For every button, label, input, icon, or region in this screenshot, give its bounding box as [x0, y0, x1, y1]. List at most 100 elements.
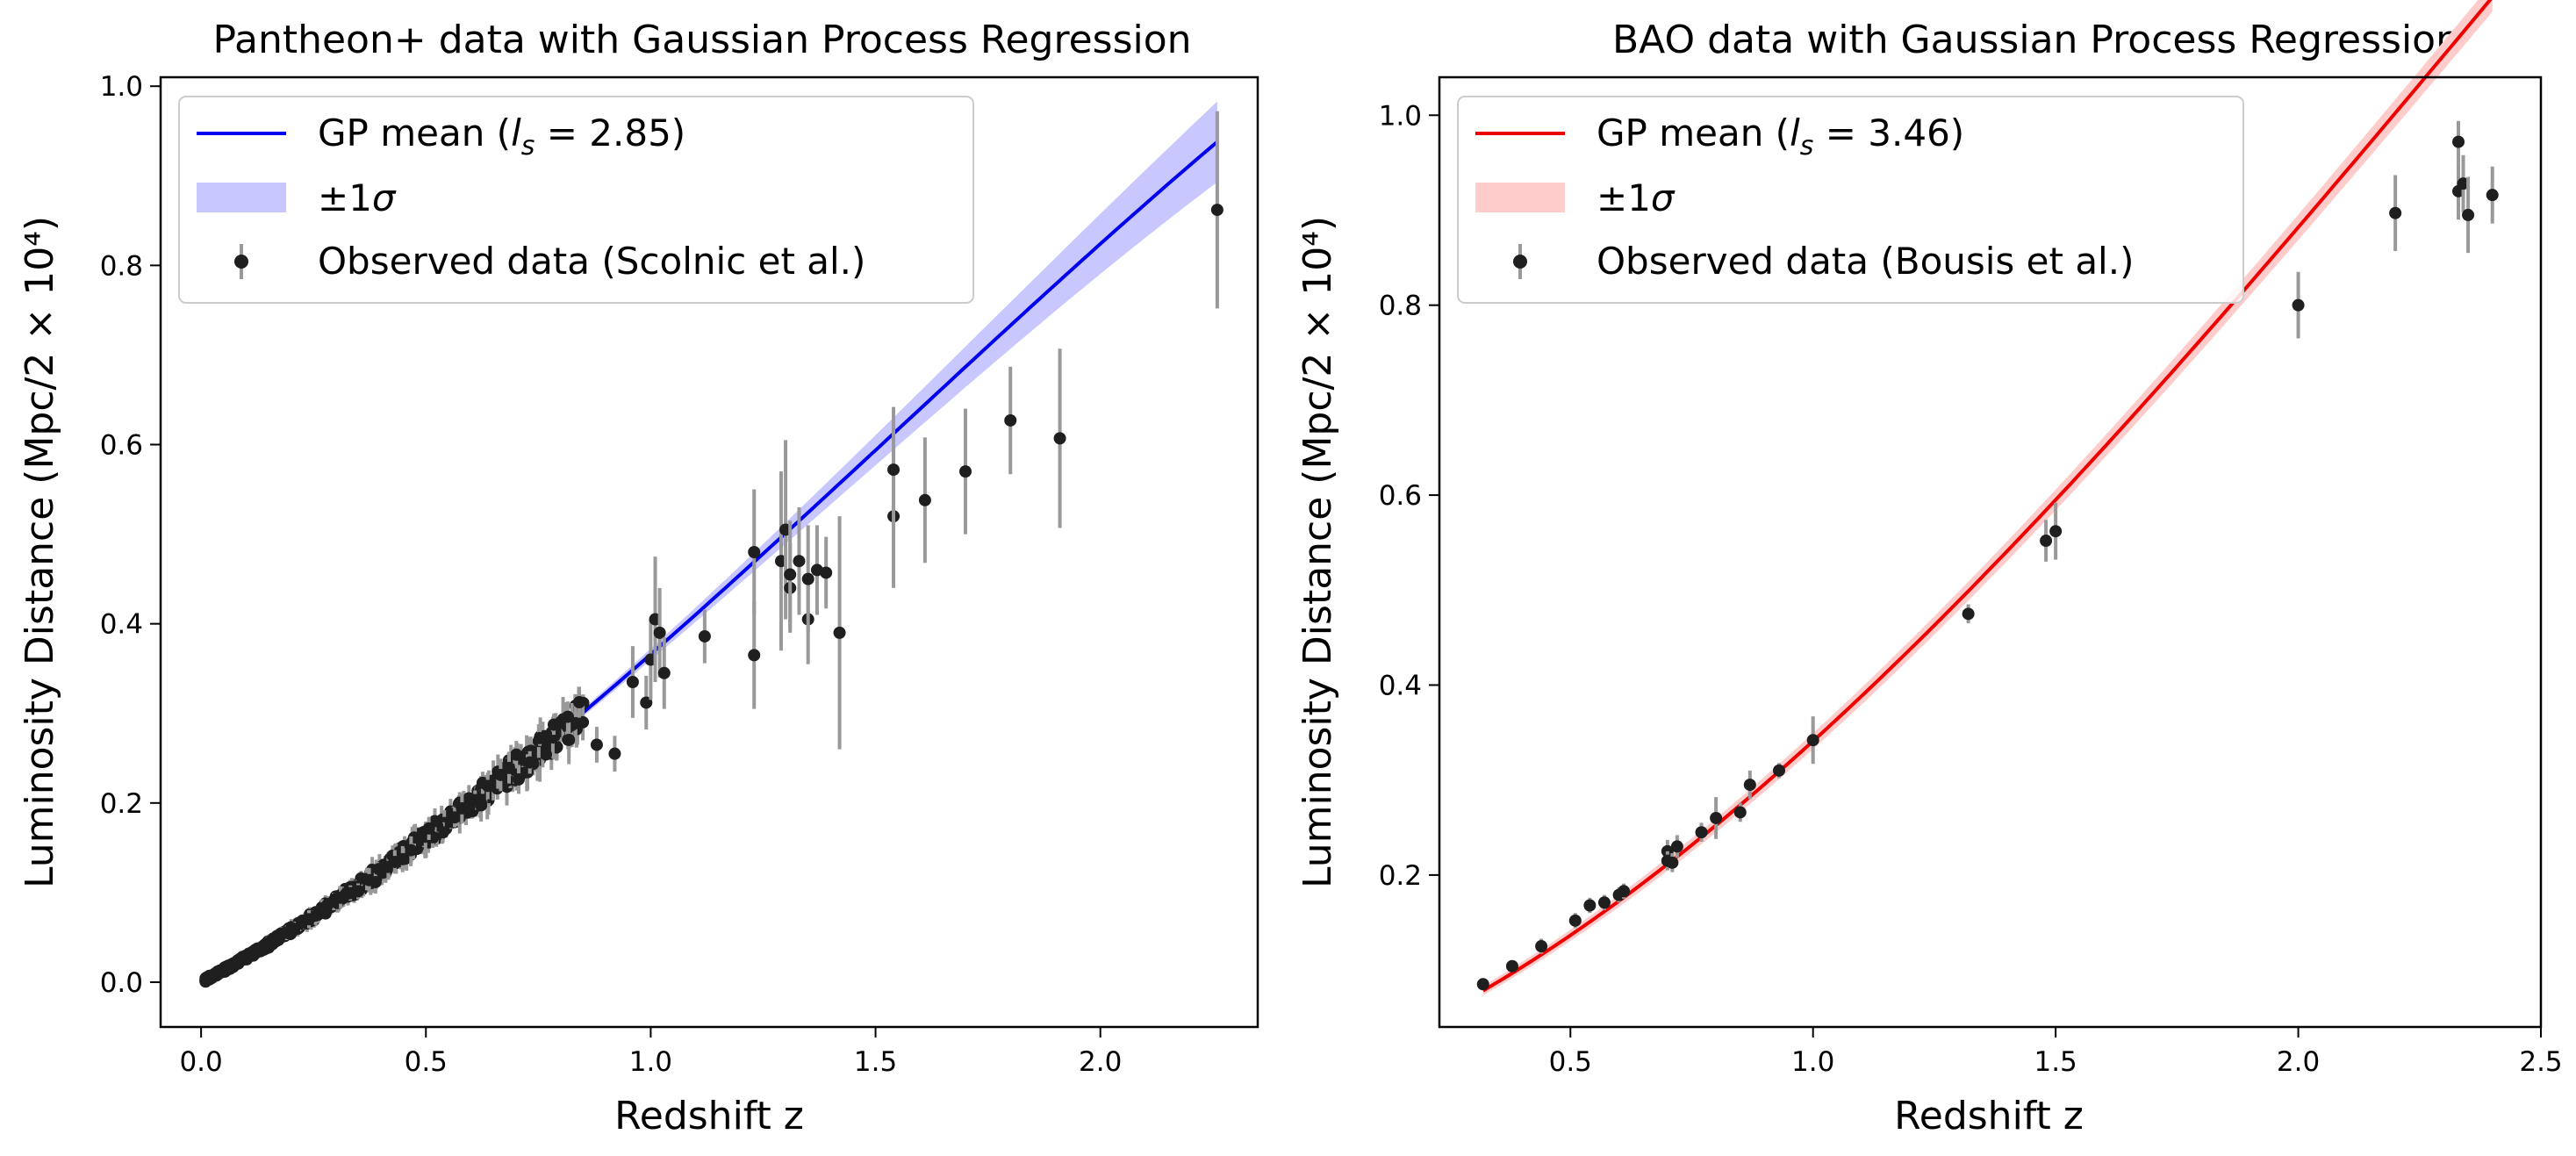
left-x-tick-label: 0.5: [405, 1046, 448, 1078]
left-data-point: [793, 555, 806, 568]
left-data-point: [748, 649, 761, 662]
right-data-point: [2040, 535, 2053, 548]
left-data-point: [1053, 432, 1066, 445]
left-chart: Pantheon+ data with Gaussian Process Reg…: [18, 18, 1259, 1138]
right-x-tick-label: 1.0: [1791, 1046, 1834, 1078]
left-x-tick-label: 1.0: [629, 1046, 672, 1078]
left-data-point: [372, 863, 385, 876]
left-data-point: [463, 801, 476, 815]
left-legend-band-swatch: [197, 183, 286, 212]
right-data-point: [1535, 940, 1548, 953]
right-y-tick-label: 0.2: [1379, 860, 1422, 892]
right-data-point: [2457, 177, 2470, 190]
left-data-point: [523, 756, 536, 769]
left-data-point: [339, 888, 352, 901]
left-data-point: [534, 731, 547, 744]
left-data-point: [422, 822, 435, 835]
left-chart-title: Pantheon+ data with Gaussian Process Reg…: [212, 18, 1191, 62]
left-legend-sigma-label: ±1σ: [318, 176, 397, 219]
left-data-point: [820, 566, 833, 579]
left-data-point: [318, 901, 331, 915]
left-data-point: [222, 960, 235, 973]
left-y-tick-label: 0.6: [100, 430, 143, 462]
left-data-point: [266, 937, 279, 951]
left-data-point: [463, 792, 476, 805]
left-data-point: [561, 710, 574, 723]
right-legend-marker-swatch: [1513, 255, 1527, 269]
left-data-point: [784, 568, 797, 581]
left-data-point: [481, 779, 494, 793]
right-y-tick-label: 0.6: [1379, 480, 1422, 512]
left-y-tick-label: 0.4: [100, 609, 143, 641]
right-chart-title: BAO data with Gaussian Process Regressio…: [1612, 18, 2460, 62]
right-data-point: [1568, 914, 1582, 927]
right-y-tick-label: 1.0: [1379, 100, 1422, 132]
left-data-point: [362, 873, 376, 887]
left-data-point: [626, 676, 639, 689]
right-data-point: [1710, 811, 1723, 824]
left-data-point: [653, 626, 666, 639]
right-data-point: [1695, 826, 1708, 839]
right-y-tick-label: 0.8: [1379, 291, 1422, 322]
left-data-point: [208, 967, 221, 980]
left-legend-data-label: Observed data (Scolnic et al.): [318, 240, 865, 283]
left-data-point: [540, 748, 553, 761]
right-plot-frame: [1438, 75, 2543, 1029]
right-x-tick-label: 2.0: [2277, 1046, 2320, 1078]
left-data-point: [887, 463, 901, 477]
left-y-tick-label: 0.8: [100, 250, 143, 282]
left-plot-frame: [159, 75, 1259, 1029]
left-y-axis-label: Luminosity Distance (Mpc/2 × 10⁴): [18, 216, 62, 888]
left-data-point: [250, 945, 263, 959]
right-legend: GP mean (ls = 3.46) ±1σ Observed data (B…: [1457, 96, 2244, 304]
right-data-point: [1583, 899, 1597, 912]
right-legend-data-label: Observed data (Bousis et al.): [1597, 240, 2134, 283]
right-data-point: [1806, 734, 1819, 747]
right-data-point: [1733, 806, 1747, 819]
left-data-point: [448, 811, 462, 824]
right-y-tick-label: 0.4: [1379, 670, 1422, 701]
left-data-point: [801, 572, 814, 585]
left-x-tick-label: 1.5: [854, 1046, 897, 1078]
right-data-point: [2452, 135, 2465, 148]
right-legend-sigma-label: ±1σ: [1597, 176, 1675, 219]
right-x-tick-label: 2.5: [2519, 1046, 2562, 1078]
left-x-tick-label: 2.0: [1079, 1046, 1122, 1078]
left-data-point: [239, 951, 252, 965]
left-y-tick-label: 1.0: [100, 71, 143, 103]
left-data-point: [405, 844, 418, 857]
right-legend-band-swatch: [1475, 183, 1565, 212]
left-legend-gp-label: GP mean (ls = 2.85): [318, 111, 685, 162]
right-data-point: [2462, 208, 2475, 221]
right-x-tick-label: 1.5: [2034, 1046, 2077, 1078]
left-x-tick-label: 0.0: [179, 1046, 222, 1078]
right-data-point: [1773, 764, 1786, 777]
left-data-point: [698, 629, 711, 643]
right-data-point: [2389, 206, 2402, 219]
left-data-point: [510, 748, 523, 761]
left-data-point: [512, 772, 525, 786]
left-data-point: [285, 922, 298, 935]
right-data-point: [1476, 978, 1489, 991]
right-data-point: [2049, 525, 2063, 538]
right-data-point: [2486, 189, 2499, 202]
left-data-point: [573, 696, 586, 709]
right-x-tick-label: 0.5: [1549, 1046, 1592, 1078]
left-data-point: [918, 493, 931, 506]
right-y-axis-label: Luminosity Distance (Mpc/2 × 10⁴): [1295, 216, 1340, 888]
right-x-axis-label: Redshift z: [1894, 1094, 2084, 1138]
left-y-tick-label: 0.2: [100, 788, 143, 820]
left-data-point: [563, 733, 576, 746]
right-data-point: [2292, 298, 2305, 312]
left-legend-box: [178, 96, 974, 304]
left-x-axis-label: Redshift z: [614, 1094, 804, 1138]
left-data-point: [748, 546, 761, 558]
left-data-point: [494, 768, 507, 781]
right-legend-box: [1457, 96, 2244, 304]
left-data-point: [303, 913, 316, 926]
right-data-point: [1505, 959, 1518, 973]
left-data-point: [502, 761, 515, 774]
left-data-point: [959, 465, 972, 478]
right-data-point: [1618, 885, 1631, 898]
